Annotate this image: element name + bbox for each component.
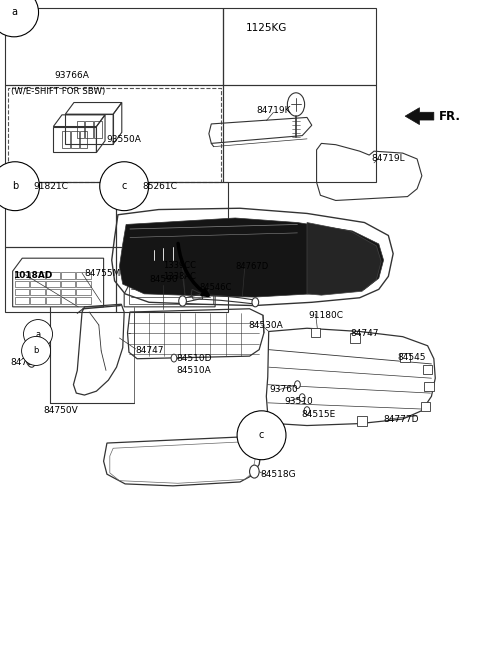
Text: 84518G: 84518G: [260, 470, 296, 478]
Text: a: a: [11, 7, 17, 18]
Text: 84546C: 84546C: [199, 283, 232, 292]
Circle shape: [252, 298, 259, 307]
Text: 84510A: 84510A: [177, 366, 212, 375]
Text: 84747: 84747: [350, 329, 379, 338]
Circle shape: [300, 394, 305, 402]
Text: 84767D: 84767D: [235, 262, 268, 271]
Text: 84530A: 84530A: [249, 320, 283, 330]
Text: 84545: 84545: [397, 353, 425, 362]
Polygon shape: [120, 218, 384, 297]
Polygon shape: [307, 222, 381, 295]
Text: 84719K: 84719K: [257, 107, 291, 116]
Text: 84515E: 84515E: [301, 410, 336, 419]
Text: 1338AC: 1338AC: [163, 272, 196, 281]
Text: 84750V: 84750V: [43, 406, 78, 415]
Text: 84755M: 84755M: [84, 268, 121, 278]
Text: 1018AD: 1018AD: [12, 271, 52, 280]
Text: 84719L: 84719L: [372, 154, 405, 162]
Polygon shape: [405, 108, 434, 125]
Circle shape: [250, 465, 259, 478]
FancyBboxPatch shape: [423, 365, 432, 374]
Circle shape: [179, 296, 186, 306]
Text: 91180C: 91180C: [308, 311, 343, 320]
Text: 85261C: 85261C: [143, 182, 177, 190]
Text: a: a: [36, 330, 41, 339]
Text: 91821C: 91821C: [33, 182, 68, 190]
Text: 84777D: 84777D: [384, 415, 419, 424]
Text: b: b: [34, 346, 39, 356]
FancyBboxPatch shape: [311, 328, 321, 337]
Text: 93760: 93760: [270, 385, 299, 395]
Text: (W/E-SHIFT FOR SBW): (W/E-SHIFT FOR SBW): [11, 87, 106, 96]
Text: 84590: 84590: [149, 275, 178, 284]
Text: FR.: FR.: [439, 110, 461, 123]
FancyBboxPatch shape: [350, 333, 360, 343]
Text: 84780: 84780: [10, 358, 39, 367]
Text: 1339CC: 1339CC: [163, 261, 196, 270]
Text: 1125KG: 1125KG: [246, 23, 287, 33]
FancyBboxPatch shape: [400, 353, 410, 362]
FancyBboxPatch shape: [357, 417, 367, 426]
FancyBboxPatch shape: [421, 402, 431, 411]
Circle shape: [295, 381, 300, 389]
Text: 93550A: 93550A: [106, 135, 141, 144]
Text: 84747: 84747: [136, 346, 164, 356]
Text: 93510: 93510: [284, 397, 313, 406]
FancyBboxPatch shape: [424, 382, 434, 391]
Text: c: c: [259, 430, 264, 440]
Text: c: c: [121, 181, 127, 191]
Text: 84510D: 84510D: [177, 354, 212, 363]
Text: 93766A: 93766A: [54, 72, 89, 81]
Text: b: b: [12, 181, 18, 191]
Circle shape: [171, 354, 177, 362]
Circle shape: [304, 407, 310, 415]
